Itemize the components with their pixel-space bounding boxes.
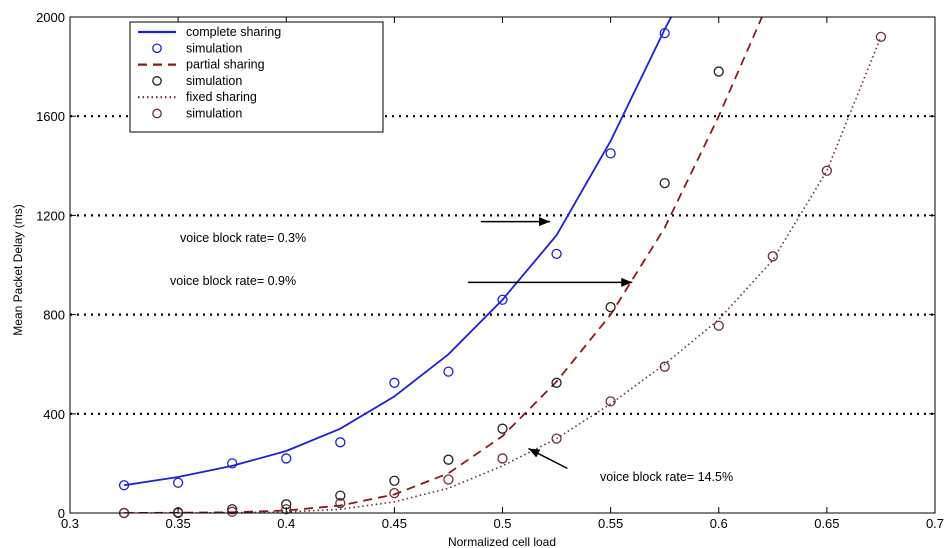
simulation-point-series-5 xyxy=(443,474,454,485)
series-line-complete-sharing xyxy=(123,17,672,487)
simulation-point-series-1 xyxy=(281,453,292,464)
simulation-point-series-5 xyxy=(767,251,778,262)
y-tick-label: 0 xyxy=(58,506,65,521)
simulation-point-series-5 xyxy=(335,497,346,509)
simulation-point-series-5 xyxy=(281,504,292,515)
annotation-arrow-head xyxy=(528,448,541,458)
x-tick-label: 0.35 xyxy=(165,516,190,531)
legend-swatch-marker xyxy=(152,76,162,86)
legend-swatch-marker xyxy=(152,108,162,119)
simulation-point-series-1 xyxy=(605,148,616,159)
legend-label: simulation xyxy=(186,107,242,121)
simulation-point-series-1 xyxy=(551,248,562,259)
x-tick-label: 0.7 xyxy=(926,516,944,531)
simulation-point-series-5 xyxy=(875,31,887,42)
simulation-point-series-1 xyxy=(335,437,346,448)
axis-ticks: 0.3 0.35 0.4 0.45 0.5 0.55 0.6 0.65 0.7 0 400 800 12… xyxy=(36,10,944,531)
legend-label: simulation xyxy=(186,74,242,88)
legend-box xyxy=(129,21,384,133)
legend-label: complete sharing xyxy=(186,25,281,39)
simulation-point-series-5 xyxy=(551,433,562,444)
x-tick-label: 0.3 xyxy=(61,516,79,531)
annotation-block-rate-09: voice block rate= 0.9% xyxy=(170,274,296,288)
legend-label: simulation xyxy=(186,41,242,55)
simulation-point-series-3 xyxy=(713,66,724,77)
y-axis-label: Mean Packet Delay (ms) xyxy=(11,204,25,335)
y-tick-label: 1600 xyxy=(36,109,65,124)
x-axis-label: Normalized cell load xyxy=(448,535,556,548)
simulation-point-series-5 xyxy=(821,165,833,176)
x-tick-label: 0.5 xyxy=(493,516,511,531)
simulation-point-series-1 xyxy=(227,458,238,469)
simulation-point-series-5 xyxy=(497,453,508,464)
y-tick-label: 400 xyxy=(43,407,65,422)
y-tick-label: 1200 xyxy=(36,208,65,223)
simulation-point-series-3 xyxy=(335,490,346,501)
annotation-block-rate-03: voice block rate= 0.3% xyxy=(180,231,306,245)
x-tick-label: 0.4 xyxy=(277,516,295,531)
annotations: voice block rate= 0.3% voice block rate=… xyxy=(170,217,733,484)
simulation-point-series-1 xyxy=(497,294,508,305)
x-tick-label: 0.65 xyxy=(814,516,839,531)
x-tick-label: 0.55 xyxy=(598,516,623,531)
x-tick-label: 0.6 xyxy=(710,516,728,531)
simulation-point-series-3 xyxy=(551,377,562,388)
annotation-arrow-head xyxy=(621,277,633,287)
simulation-point-series-5 xyxy=(605,396,616,407)
y-tick-label: 2000 xyxy=(36,10,65,25)
legend-label: fixed sharing xyxy=(186,90,257,104)
annotation-block-rate-145: voice block rate= 14.5% xyxy=(600,470,733,484)
simulation-markers xyxy=(118,27,887,519)
simulation-point-series-5 xyxy=(713,320,724,331)
x-tick-label: 0.45 xyxy=(382,516,407,531)
simulation-point-series-3 xyxy=(497,423,508,434)
simulation-point-series-3 xyxy=(389,475,400,486)
simulation-point-series-5 xyxy=(227,506,238,517)
simulation-point-series-3 xyxy=(659,178,670,189)
simulation-point-series-3 xyxy=(605,302,616,313)
y-tick-label: 800 xyxy=(43,308,65,323)
simulation-point-series-1 xyxy=(172,477,184,488)
legend-label: partial sharing xyxy=(186,58,265,72)
simulation-point-series-1 xyxy=(659,27,670,39)
annotation-arrow-head xyxy=(539,217,551,227)
grid-lines xyxy=(70,115,935,415)
simulation-point-series-3 xyxy=(443,454,454,465)
simulation-point-series-1 xyxy=(443,366,454,377)
legend: complete sharing simulation partial sharin… xyxy=(129,21,384,133)
legend-swatch-marker xyxy=(152,43,162,54)
simulation-point-series-1 xyxy=(389,377,400,388)
simulation-point-series-5 xyxy=(389,488,400,499)
simulation-point-series-1 xyxy=(118,480,130,491)
simulation-point-series-5 xyxy=(659,361,670,372)
